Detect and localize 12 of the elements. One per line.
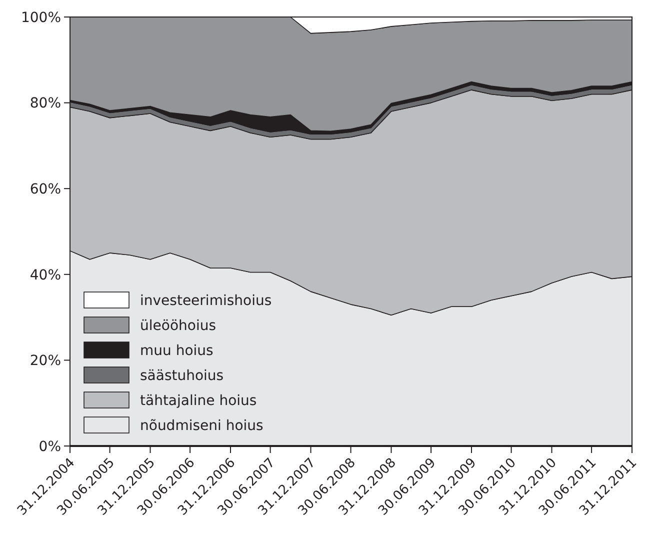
legend-label: investeerimishoius [140, 292, 272, 309]
y-tick-label: 80% [30, 96, 61, 112]
y-tick-label: 60% [30, 182, 61, 198]
legend-label: säästuhoius [140, 368, 224, 384]
y-tick-label: 0% [38, 438, 61, 455]
legend-label: muu hoius [140, 342, 214, 359]
legend-label: üleööhoius [140, 318, 216, 334]
y-tick-label: 100% [20, 10, 61, 26]
legend-label: nõudmiseni hoius [140, 418, 264, 434]
y-tick-label: 40% [30, 267, 61, 284]
y-tick-label: 20% [30, 353, 61, 370]
legend-label: tähtajaline hoius [140, 392, 257, 409]
